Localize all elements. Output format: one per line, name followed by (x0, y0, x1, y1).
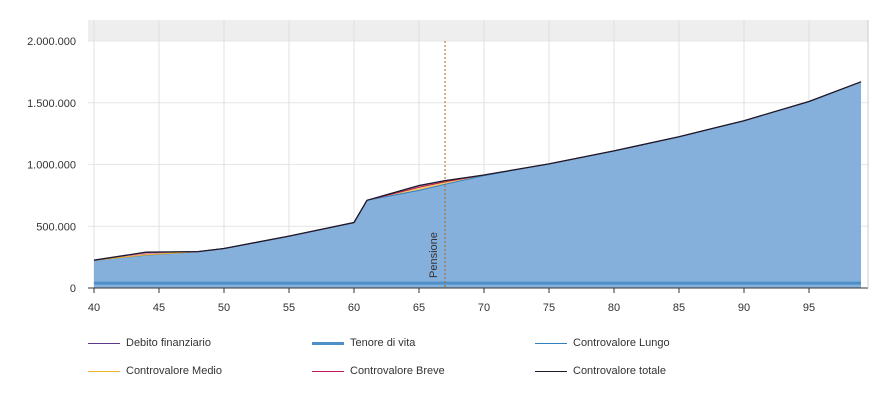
x-tick-label: 55 (283, 302, 295, 314)
x-tick-label: 85 (673, 302, 685, 314)
x-tick-label: 50 (218, 302, 230, 314)
legend-swatch (535, 370, 567, 372)
legend-item-controvalore-totale[interactable]: Controvalore totale (535, 365, 666, 377)
y-tick-label: 1.000.000 (27, 160, 76, 172)
legend-swatch (535, 342, 567, 344)
legend-swatch (312, 370, 344, 372)
axes: 0 500.000 1.000.000 1.500.000 2.000.000 40 45 5… (27, 20, 869, 314)
plot-top-band (88, 20, 868, 41)
y-tick-label: 0 (70, 283, 76, 295)
legend-swatch (312, 341, 344, 345)
legend-label: Controvalore Breve (350, 365, 445, 377)
legend-swatch (88, 370, 120, 372)
line-controvalore-totale (93, 81, 862, 261)
legend: Debito finanziario Tenore di vita Controva… (0, 330, 888, 390)
series-areas (94, 81, 861, 288)
series-lines (93, 81, 862, 285)
y-tick-label: 2.000.000 (27, 36, 76, 48)
legend-item-tenore-di-vita[interactable]: Tenore di vita (312, 337, 415, 349)
chart: Pensione 0 500.000 1.000.000 1.500.000 2.000… (27, 20, 869, 314)
y-tick-label: 1.500.000 (27, 98, 76, 110)
legend-label: Tenore di vita (350, 337, 416, 349)
legend-item-controvalore-lungo[interactable]: Controvalore Lungo (535, 337, 670, 349)
x-tick-label: 40 (88, 302, 100, 314)
x-tick-label: 45 (153, 302, 165, 314)
legend-item-controvalore-breve[interactable]: Controvalore Breve (312, 365, 445, 377)
legend-label: Controvalore Medio (126, 365, 222, 377)
x-tick-label: 65 (413, 302, 425, 314)
legend-item-debito-finanziario[interactable]: Debito finanziario (88, 337, 211, 349)
x-tick-label: 70 (478, 302, 490, 314)
annotation: Pensione (428, 41, 446, 288)
legend-label: Debito finanziario (126, 337, 211, 349)
legend-item-controvalore-medio[interactable]: Controvalore Medio (88, 365, 222, 377)
y-tick-label: 500.000 (36, 221, 76, 233)
x-tick-label: 80 (608, 302, 620, 314)
x-tick-label: 90 (738, 302, 750, 314)
legend-label: Controvalore totale (573, 365, 666, 377)
pensione-label: Pensione (428, 232, 440, 278)
x-tick-label: 95 (803, 302, 815, 314)
x-tick-label: 60 (348, 302, 360, 314)
legend-label: Controvalore Lungo (573, 337, 670, 349)
area-controvalore-lungo (94, 81, 861, 288)
legend-swatch (88, 342, 120, 344)
x-tick-label: 75 (543, 302, 555, 314)
